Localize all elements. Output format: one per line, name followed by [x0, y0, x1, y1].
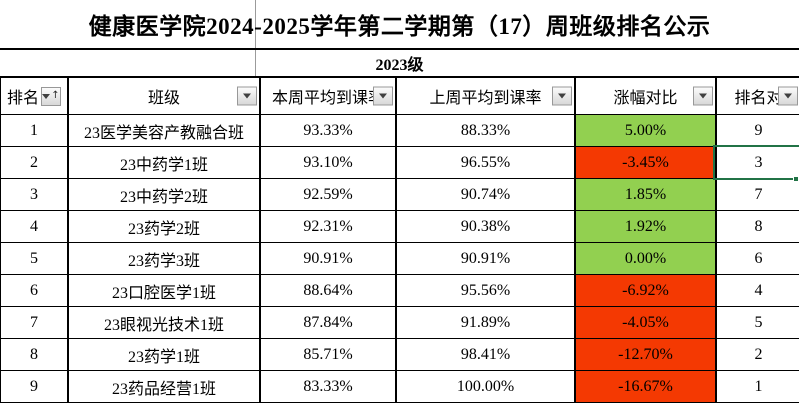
cell-this-week[interactable]: 93.10% [261, 147, 397, 179]
cell-change[interactable]: -4.05% [576, 307, 717, 339]
cell-rank[interactable]: 1 [1, 115, 69, 147]
cell-rank[interactable]: 4 [1, 211, 69, 243]
column-header-label: 排名 [6, 90, 39, 107]
cell-change[interactable]: -12.70% [576, 339, 717, 371]
cell-class-name[interactable]: 23药学1班 [69, 339, 261, 371]
cell-class-name[interactable]: 23药学2班 [69, 211, 261, 243]
cell-rank[interactable]: 8 [1, 339, 69, 371]
dropdown-triangle-icon [42, 93, 51, 99]
cell-this-week[interactable]: 87.84% [261, 307, 397, 339]
cell-rank-compare[interactable]: 2 [717, 339, 799, 371]
column-header-label: 本周平均到课率 [271, 90, 384, 107]
cell-rank[interactable]: 3 [1, 179, 69, 211]
column-header-rank-compare[interactable]: 排名对 [717, 78, 799, 115]
cell-rank-compare[interactable]: 1 [717, 371, 799, 403]
title-cell-gridline [255, 0, 256, 78]
dropdown-triangle-icon [558, 93, 566, 99]
cell-this-week[interactable]: 92.31% [261, 211, 397, 243]
column-header-label: 涨幅对比 [613, 90, 678, 107]
dropdown-triangle-icon [699, 93, 707, 99]
cell-rank[interactable]: 2 [1, 147, 69, 179]
cell-change[interactable]: -16.67% [576, 371, 717, 403]
cell-rank-compare[interactable]: 6 [717, 243, 799, 275]
table-grid: 排名 ↑ 班级 本周平均到课率 上周平均到课率 涨幅对比 排名对 1 23医学美容产教融合班 93… [0, 78, 799, 403]
cell-class-name[interactable]: 23眼视光技术1班 [69, 307, 261, 339]
cell-this-week[interactable]: 88.64% [261, 275, 397, 307]
cell-change[interactable]: 5.00% [576, 115, 717, 147]
cell-rank-compare[interactable]: 5 [717, 307, 799, 339]
cell-change[interactable]: -3.45% [576, 147, 717, 179]
cell-class-name[interactable]: 23医学美容产教融合班 [69, 115, 261, 147]
cell-change[interactable]: 1.85% [576, 179, 717, 211]
cell-class-name[interactable]: 23药学3班 [69, 243, 261, 275]
cell-this-week[interactable]: 90.91% [261, 243, 397, 275]
cell-last-week[interactable]: 100.00% [397, 371, 576, 403]
sheet-title: 健康医学院2024-2025学年第二学期第（17）周班级排名公示 [0, 0, 799, 50]
column-header-label: 上周平均到课率 [429, 90, 542, 107]
cell-this-week[interactable]: 83.33% [261, 371, 397, 403]
cell-change[interactable]: 0.00% [576, 243, 717, 275]
cell-this-week[interactable]: 92.59% [261, 179, 397, 211]
cell-class-name[interactable]: 23中药学2班 [69, 179, 261, 211]
cell-this-week[interactable]: 85.71% [261, 339, 397, 371]
cell-rank-compare[interactable]: 4 [717, 275, 799, 307]
cell-last-week[interactable]: 88.33% [397, 115, 576, 147]
cell-class-name[interactable]: 23药品经营1班 [69, 371, 261, 403]
filter-dropdown-icon[interactable] [693, 86, 713, 106]
dropdown-triangle-icon [784, 93, 792, 99]
column-header-rank[interactable]: 排名 ↑ [1, 78, 69, 115]
column-header-label: 班级 [147, 90, 180, 107]
cell-last-week[interactable]: 95.56% [397, 275, 576, 307]
dropdown-triangle-icon [243, 93, 251, 99]
cell-class-name[interactable]: 23中药学1班 [69, 147, 261, 179]
column-header-label: 排名对 [734, 90, 783, 107]
grade-group-header: 2023级 [0, 50, 799, 78]
cell-last-week[interactable]: 90.74% [397, 179, 576, 211]
cell-last-week[interactable]: 91.89% [397, 307, 576, 339]
cell-last-week[interactable]: 90.38% [397, 211, 576, 243]
cell-change[interactable]: 1.92% [576, 211, 717, 243]
cell-rank[interactable]: 7 [1, 307, 69, 339]
cell-rank[interactable]: 9 [1, 371, 69, 403]
cell-rank-compare[interactable]: 9 [717, 115, 799, 147]
cell-class-name[interactable]: 23口腔医学1班 [69, 275, 261, 307]
cell-rank-compare[interactable]: 7 [717, 179, 799, 211]
cell-last-week[interactable]: 90.91% [397, 243, 576, 275]
cell-change[interactable]: -6.92% [576, 275, 717, 307]
cell-rank-compare[interactable]: 3 [717, 147, 799, 179]
cell-this-week[interactable]: 93.33% [261, 115, 397, 147]
column-header-last-week[interactable]: 上周平均到课率 [397, 78, 576, 115]
sort-ascending-arrow-icon: ↑ [51, 90, 60, 101]
filter-sort-asc-icon[interactable]: ↑ [41, 86, 61, 106]
filter-dropdown-icon[interactable] [552, 86, 572, 106]
dropdown-triangle-icon [379, 93, 387, 99]
cell-rank[interactable]: 6 [1, 275, 69, 307]
filter-dropdown-icon[interactable] [237, 86, 257, 106]
filter-dropdown-icon[interactable] [373, 86, 393, 106]
cell-rank-compare[interactable]: 8 [717, 211, 799, 243]
cell-last-week[interactable]: 98.41% [397, 339, 576, 371]
cell-last-week[interactable]: 96.55% [397, 147, 576, 179]
column-header-change[interactable]: 涨幅对比 [576, 78, 717, 115]
column-header-this-week[interactable]: 本周平均到课率 [261, 78, 397, 115]
filter-dropdown-icon[interactable] [778, 86, 798, 106]
column-header-class-name[interactable]: 班级 [69, 78, 261, 115]
cell-rank[interactable]: 5 [1, 243, 69, 275]
